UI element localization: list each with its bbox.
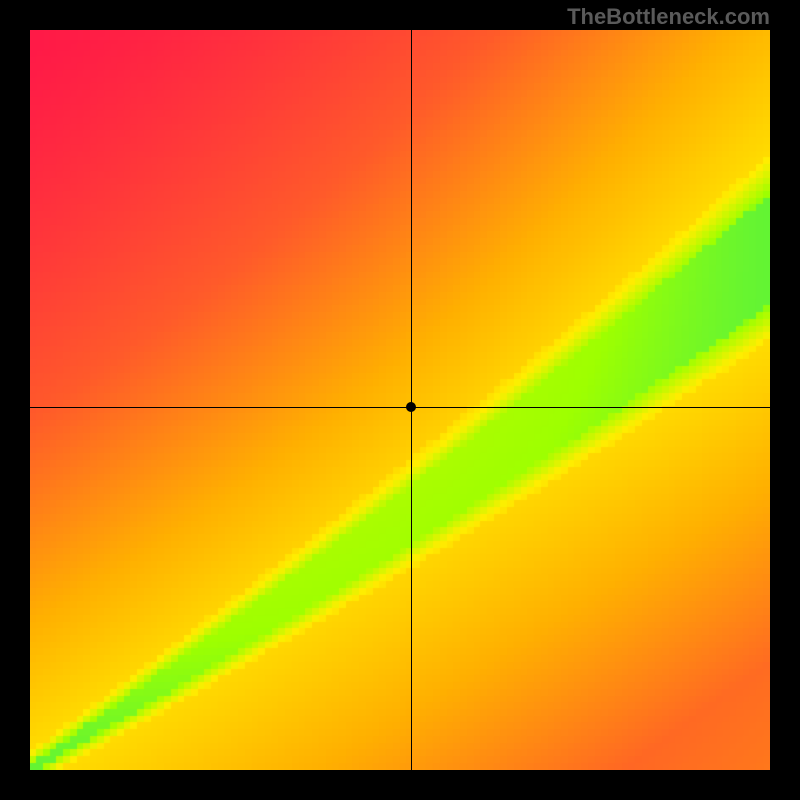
watermark-text: TheBottleneck.com [567, 4, 770, 30]
bottleneck-heatmap [30, 30, 770, 770]
crosshair-marker [406, 402, 416, 412]
image-container: TheBottleneck.com [0, 0, 800, 800]
crosshair-horizontal [30, 407, 770, 408]
crosshair-vertical [411, 30, 412, 770]
